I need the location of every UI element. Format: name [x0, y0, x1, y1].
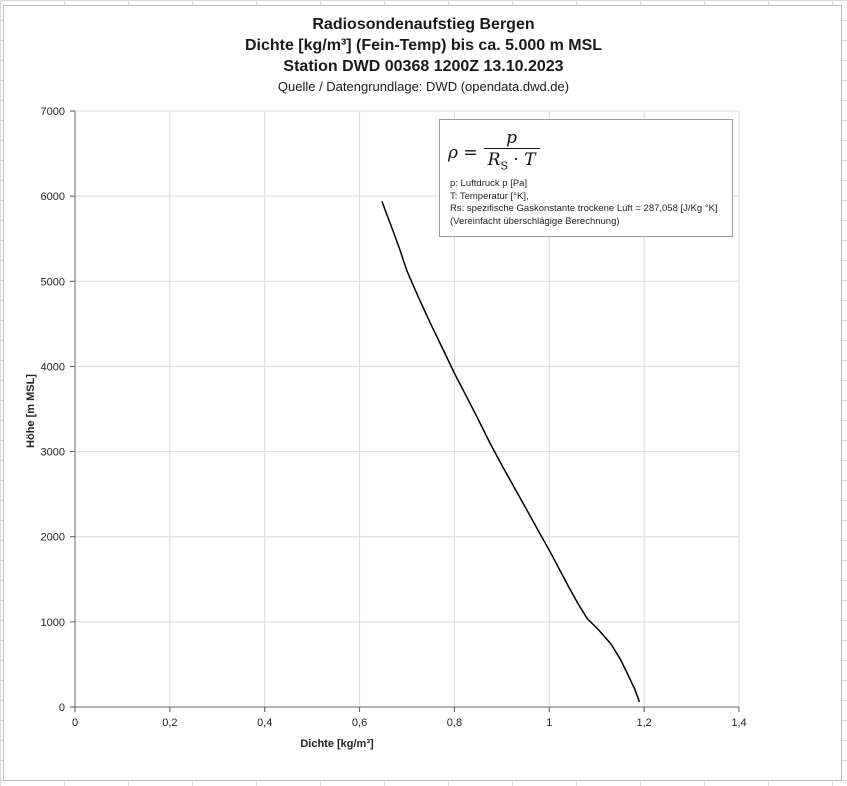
- y-tick-label: 6000: [41, 191, 65, 203]
- x-tick-label: 1,2: [636, 717, 651, 729]
- x-tick-labels: 0 0,2 0,4 0,6 0,8 1 1,2 1,4: [72, 717, 747, 729]
- x-tick-label: 0,6: [352, 717, 367, 729]
- formula-denominator-sub: S: [500, 159, 509, 173]
- x-tick-label: 0: [72, 717, 78, 729]
- y-axis-title: Höhe [m MSL]: [25, 374, 37, 448]
- formula-denominator-r: R: [487, 150, 501, 170]
- note-gas-constant: Rs: spezifische Gaskonstante trockene Lu…: [450, 203, 718, 214]
- y-tick-label: 3000: [41, 447, 65, 459]
- formula-lhs: ρ =: [448, 142, 478, 163]
- chart-source: Quelle / Datengrundlage: DWD (opendata.d…: [277, 79, 570, 94]
- formula-textbox[interactable]: ρ = p RS · T p: Luftdruck p [Pa] T: Temp…: [439, 119, 733, 237]
- x-axis-title: Dichte [kg/m³]: [300, 738, 374, 750]
- formula-denominator: RS · T: [483, 148, 540, 177]
- x-tick-label: 0,8: [447, 717, 462, 729]
- chart-title-line-2: Dichte [kg/m³] (Fein-Temp) bis ca. 5.000…: [244, 37, 603, 54]
- formula-numerator: p: [506, 128, 518, 148]
- y-tick-label: 1000: [41, 617, 65, 629]
- density-series-line: [381, 201, 641, 703]
- y-tick-label: 5000: [41, 276, 65, 288]
- chart-title-line-3: Station DWD 00368 1200Z 13.10.2023: [283, 58, 564, 75]
- chart-title-line-1: Radiosondenaufstieg Bergen: [312, 16, 535, 33]
- chart-titles: Radiosondenaufstieg Bergen Dichte [kg/m³…: [0, 14, 847, 96]
- y-tick-label: 0: [59, 702, 65, 714]
- formula-notes: p: Luftdruck p [Pa] T: Temperatur [°K], …: [450, 178, 718, 228]
- x-tick-label: 1,4: [731, 717, 746, 729]
- formula-denominator-rest: · T: [513, 150, 536, 170]
- y-tick-labels: 0 1000 2000 3000 4000 5000 6000 7000: [41, 106, 65, 714]
- y-tick-label: 7000: [41, 106, 65, 118]
- note-simplified: (Vereinfacht überschlägige Berechnung): [450, 215, 620, 227]
- note-temperature: T: Temperatur [°K],: [450, 190, 529, 202]
- note-pressure: p: Luftdruck p [Pa]: [450, 178, 528, 189]
- density-formula: ρ = p RS · T: [448, 128, 540, 177]
- axes: [70, 110, 740, 712]
- formula-fraction: p RS · T: [483, 128, 540, 177]
- x-tick-label: 1: [546, 717, 552, 729]
- y-tick-label: 2000: [41, 532, 65, 544]
- y-tick-label: 4000: [41, 361, 65, 373]
- x-tick-label: 0,4: [257, 717, 272, 729]
- series-group: [381, 201, 641, 703]
- x-tick-label: 0,2: [162, 717, 177, 729]
